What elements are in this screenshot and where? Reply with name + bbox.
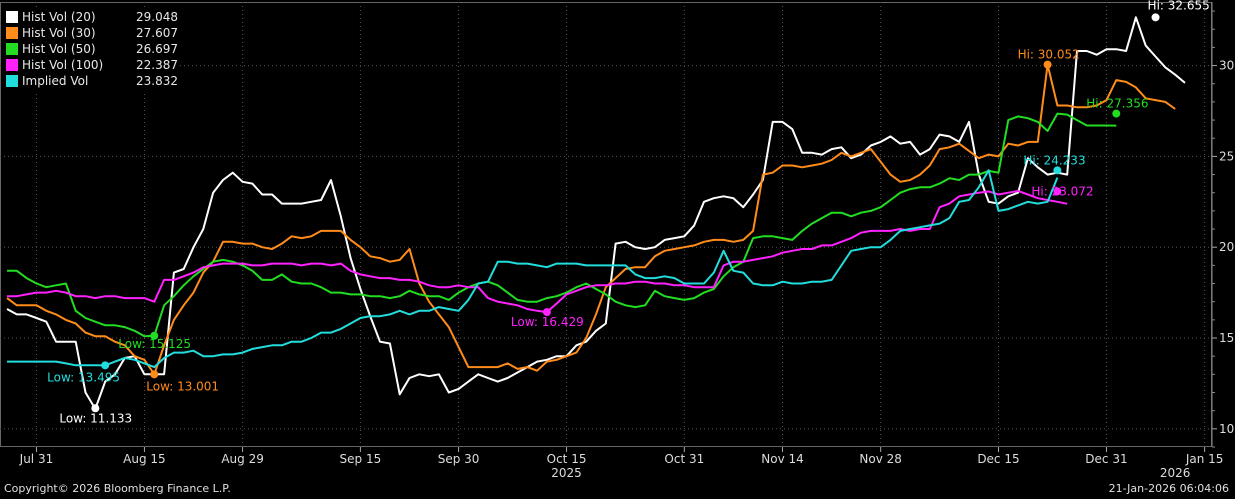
annotation-label: Low: 13.001	[146, 379, 219, 393]
series-line-2	[7, 112, 1117, 338]
legend-label: Hist Vol (30)	[22, 26, 96, 40]
legend-swatch	[6, 43, 18, 55]
legend-label: Hist Vol (50)	[22, 42, 96, 56]
annotation-label: Low: 15.125	[118, 337, 191, 351]
series-line-0	[6, 16, 1186, 410]
annotation-marker	[91, 404, 100, 413]
annotation-label: Hi: 30.052	[1018, 48, 1080, 62]
x-tick-label: Jan 15	[1185, 452, 1224, 466]
x-tick-label: Oct 15	[547, 452, 587, 466]
legend-value: 22.387	[136, 58, 178, 72]
annotation-label: Low: 13.495	[47, 370, 120, 384]
copyright-text: Copyright© 2026 Bloomberg Finance L.P.	[4, 482, 231, 495]
legend-value: 29.048	[136, 10, 178, 24]
x-tick-label: Sep 30	[438, 452, 480, 466]
annotation-marker	[1112, 109, 1121, 118]
x-tick-label: Nov 28	[859, 452, 902, 466]
x-year-label: 2026	[1160, 466, 1191, 480]
annotation-label: Hi: 32.655	[1148, 0, 1210, 12]
annotation-label: Low: 16.429	[511, 315, 584, 329]
legend-item-hist-vol-50[interactable]: Hist Vol (50) 26.697	[6, 41, 178, 57]
legend-swatch	[6, 11, 18, 23]
y-tick-label: 25	[1219, 149, 1234, 163]
legend-swatch	[6, 75, 18, 87]
series-line-1	[6, 63, 1176, 376]
chart-legend: Hist Vol (20) 29.048 Hist Vol (30) 27.60…	[4, 7, 180, 91]
legend-item-hist-vol-30[interactable]: Hist Vol (30) 27.607	[6, 25, 178, 41]
annotation-label: Hi: 23.072	[1031, 184, 1093, 198]
annotation-marker	[1151, 13, 1160, 22]
annotation-marker	[1043, 60, 1052, 69]
x-tick-label: Dec 15	[977, 452, 1019, 466]
legend-item-hist-vol-20[interactable]: Hist Vol (20) 29.048	[6, 9, 178, 25]
x-tick-label: Nov 14	[761, 452, 804, 466]
x-tick-label: Dec 31	[1085, 452, 1127, 466]
x-tick-label: Aug 15	[123, 452, 166, 466]
legend-value: 23.832	[136, 74, 178, 88]
annotation-marker	[542, 308, 551, 317]
annotation-marker	[150, 331, 159, 340]
x-tick-label: Oct 31	[664, 452, 704, 466]
series-line-4	[7, 169, 1059, 369]
series-line-3	[7, 189, 1068, 314]
legend-label: Hist Vol (100)	[22, 58, 104, 72]
y-tick-label: 15	[1219, 331, 1234, 345]
legend-swatch	[6, 59, 18, 71]
y-tick-label: 10	[1219, 422, 1234, 436]
x-tick-label: Aug 29	[221, 452, 264, 466]
legend-value: 27.607	[136, 26, 178, 40]
x-tick-label: Jul 31	[19, 452, 54, 466]
annotation-marker	[1053, 166, 1062, 175]
x-year-label: 2025	[551, 466, 582, 480]
annotation-label: Hi: 24.233	[1023, 153, 1085, 167]
legend-swatch	[6, 27, 18, 39]
legend-item-hist-vol-100[interactable]: Hist Vol (100) 22.387	[6, 57, 178, 73]
annotation-marker	[101, 361, 110, 370]
annotation-marker	[1053, 187, 1062, 196]
legend-value: 26.697	[136, 42, 178, 56]
annotation-label: Hi: 27.356	[1086, 97, 1148, 111]
x-tick-label: Sep 15	[340, 452, 382, 466]
legend-label: Implied Vol	[22, 74, 89, 88]
y-tick-label: 30	[1219, 59, 1234, 73]
annotation-marker	[150, 370, 159, 379]
annotation-label: Low: 11.133	[59, 411, 132, 425]
y-tick-label: 20	[1219, 240, 1234, 254]
timestamp-text: 21-Jan-2026 06:04:06	[1108, 482, 1229, 495]
legend-label: Hist Vol (20)	[22, 10, 96, 24]
legend-item-implied-vol[interactable]: Implied Vol 23.832	[6, 73, 178, 89]
